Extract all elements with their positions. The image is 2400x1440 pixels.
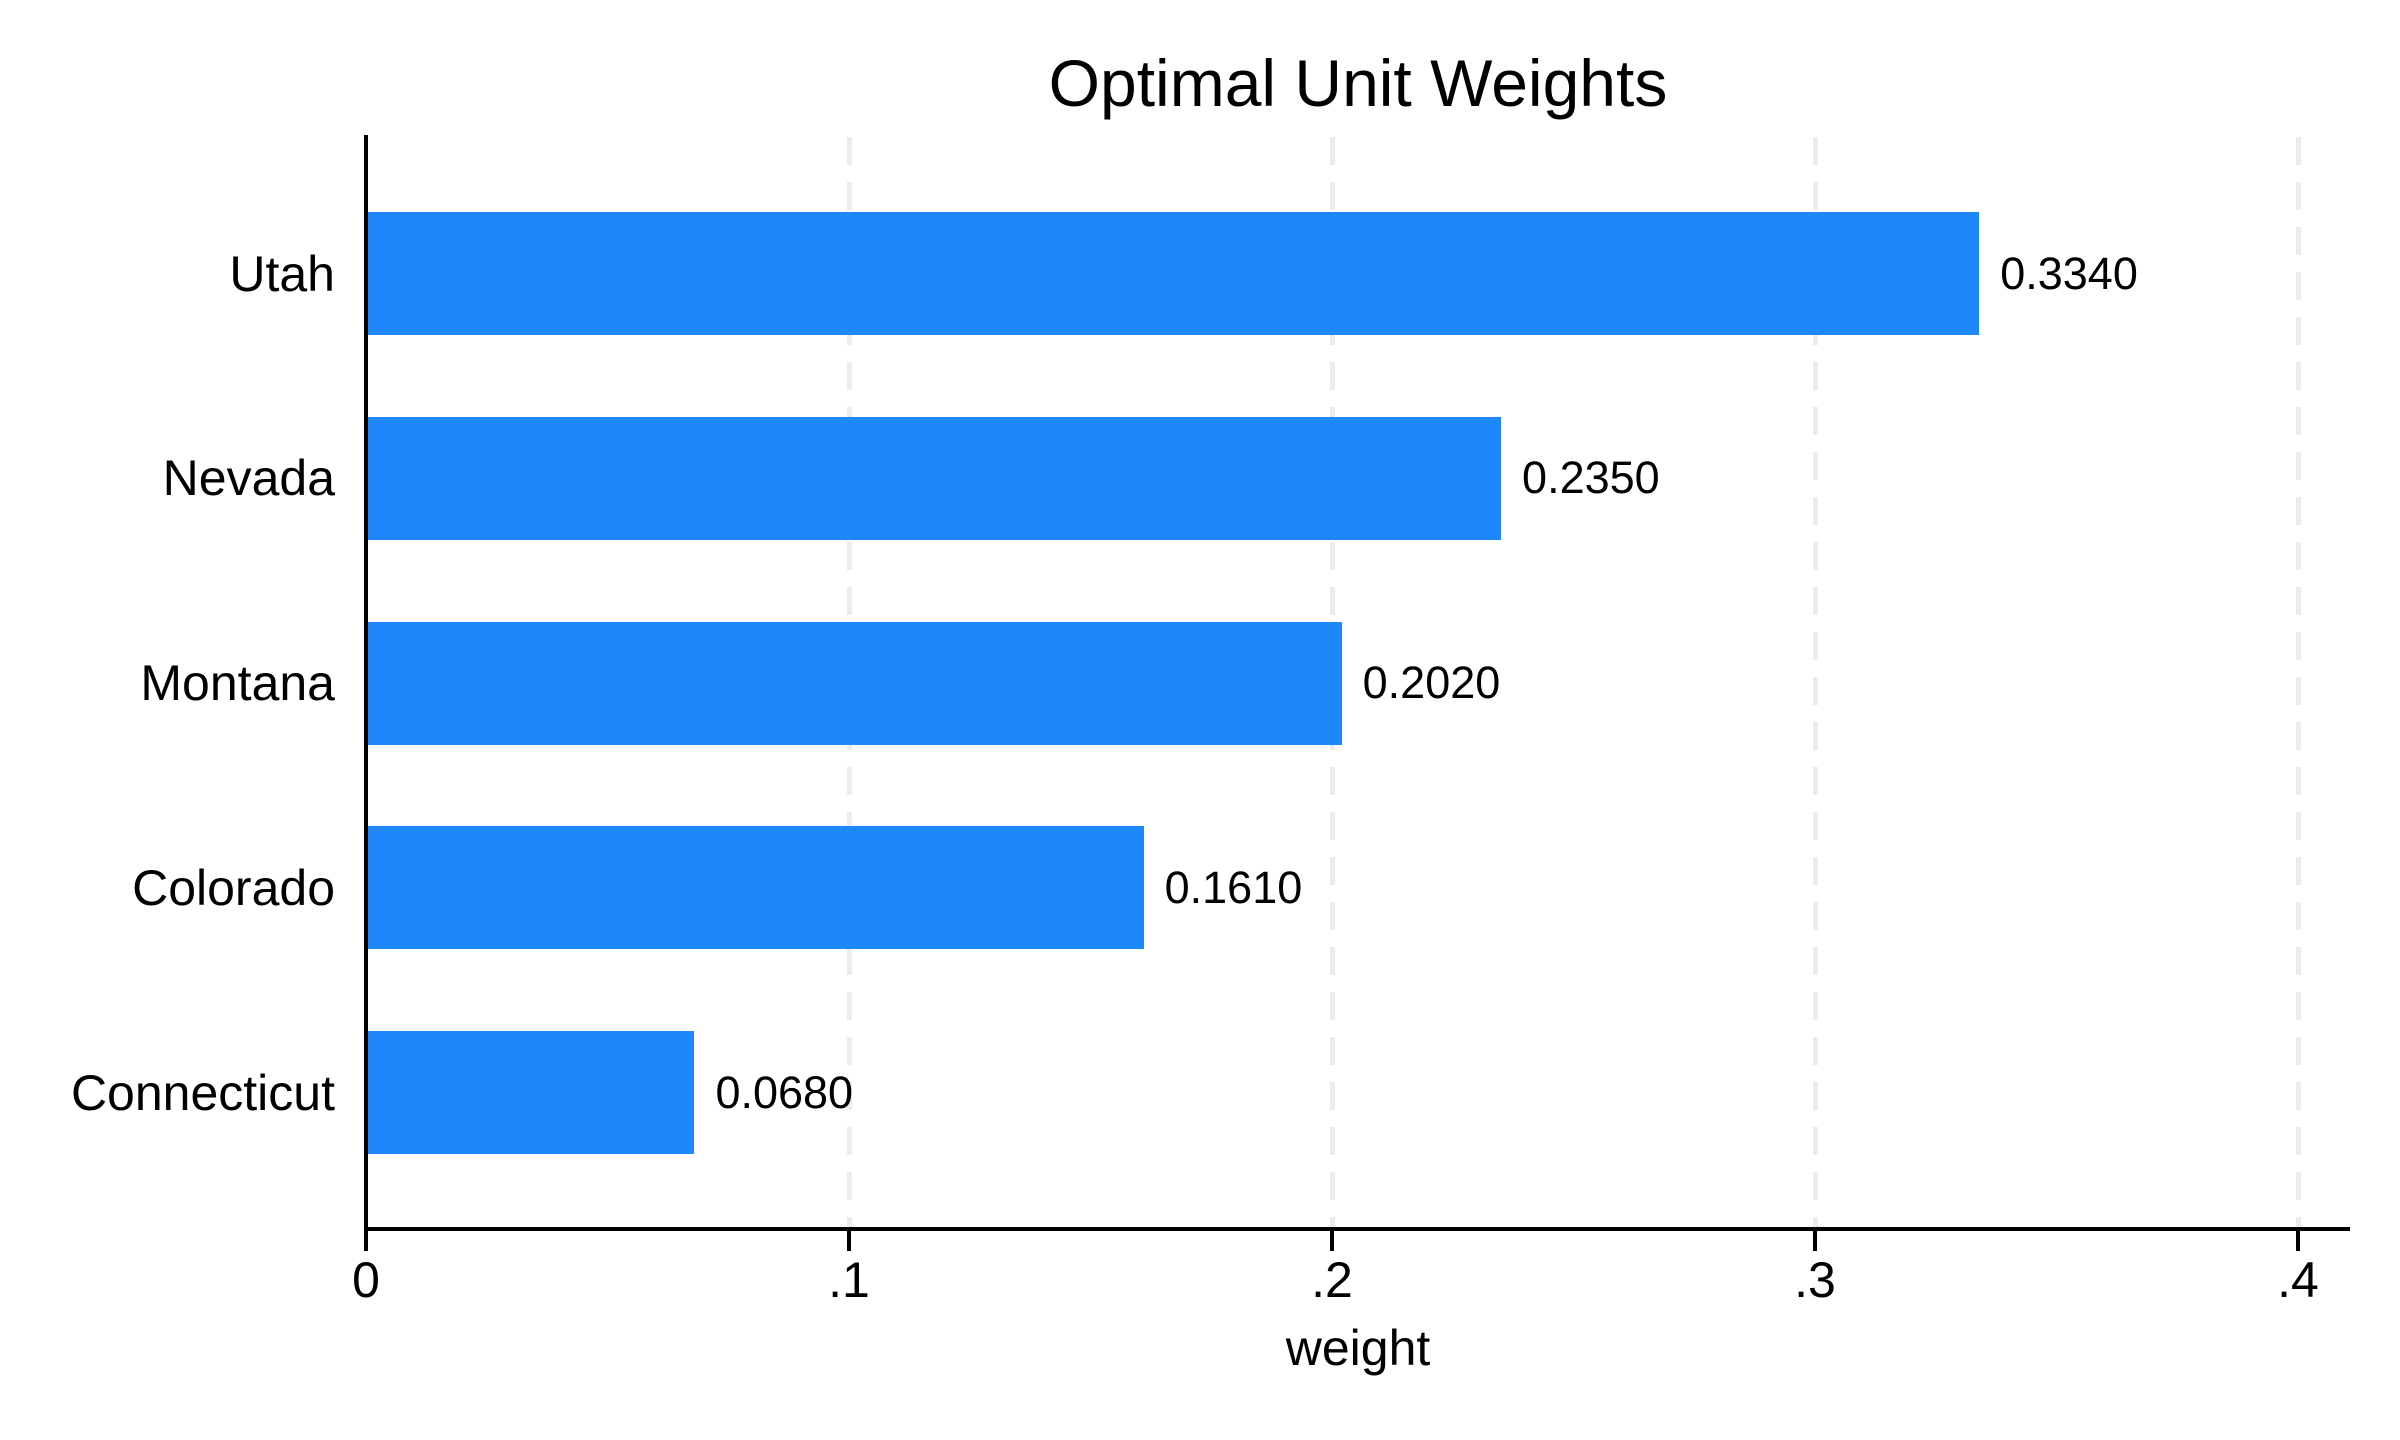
value-label-colorado: 0.1610: [1164, 861, 1303, 913]
category-label-nevada: Nevada: [162, 450, 335, 507]
bar-connecticut: [367, 1031, 695, 1154]
gridline-.3: [1812, 137, 1818, 1229]
bar-montana: [367, 621, 1342, 745]
category-label-connecticut: Connecticut: [70, 1064, 335, 1121]
category-label-utah: Utah: [229, 245, 335, 302]
x-axis-label: weight: [1285, 1320, 1431, 1376]
value-label-montana: 0.2020: [1362, 657, 1501, 708]
x-tick-label-0: 0: [352, 1252, 380, 1308]
x-tick-label-.4: .4: [2277, 1252, 2319, 1308]
x-axis-line: [364, 1227, 2350, 1231]
chart-title: Optimal Unit Weights: [1048, 46, 1668, 120]
bar-colorado: [367, 826, 1144, 950]
bar-utah: [367, 212, 1980, 335]
value-label-connecticut: 0.0680: [715, 1066, 854, 1118]
x-tick-mark-0: [364, 1231, 368, 1251]
value-label-utah: 0.3340: [2000, 247, 2138, 299]
x-tick-mark-.1: [847, 1231, 851, 1251]
x-tick-mark-.4: [2296, 1231, 2300, 1251]
y-axis-line: [364, 135, 368, 1231]
category-label-montana: Montana: [140, 655, 335, 711]
category-label-colorado: Colorado: [132, 859, 335, 916]
bar-nevada: [367, 416, 1502, 540]
x-tick-label-.1: .1: [828, 1252, 870, 1308]
value-label-nevada: 0.2350: [1522, 452, 1660, 504]
x-tick-label-.3: .3: [1794, 1252, 1836, 1308]
gridline-.4: [2295, 137, 2301, 1229]
x-tick-mark-.3: [1813, 1231, 1817, 1251]
x-tick-label-.2: .2: [1311, 1252, 1353, 1308]
x-tick-mark-.2: [1330, 1231, 1334, 1251]
